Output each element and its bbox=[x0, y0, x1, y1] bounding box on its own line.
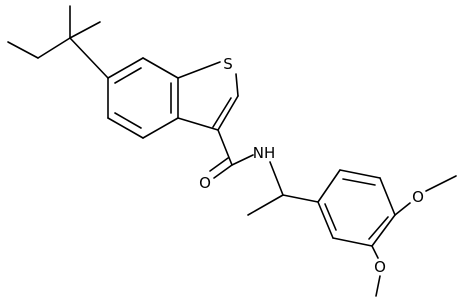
bonds bbox=[7, 5, 457, 297]
atom-label: O bbox=[199, 174, 211, 192]
atom-labels: S O NH O O bbox=[199, 55, 424, 276]
atom-label: S bbox=[223, 55, 233, 73]
atom-label: NH bbox=[253, 144, 276, 162]
atom-label: O bbox=[412, 188, 424, 206]
atom-label: O bbox=[374, 258, 386, 276]
